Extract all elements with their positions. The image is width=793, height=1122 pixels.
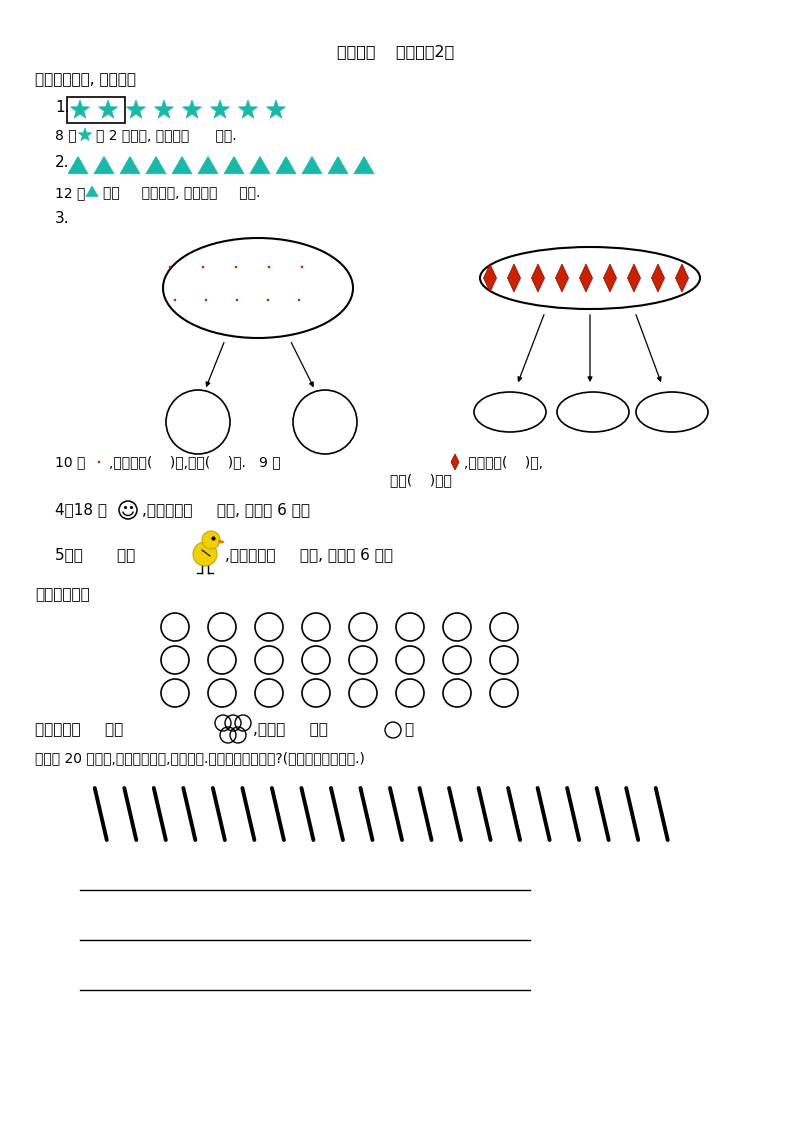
Text: ,平均分成(    )份,每份(    )个.   9 个: ,平均分成( )份,每份( )个. 9 个 [109, 456, 281, 469]
Polygon shape [484, 264, 496, 292]
Polygon shape [451, 454, 459, 470]
Text: 5、（       ）只: 5、（ ）只 [55, 548, 136, 562]
Polygon shape [354, 156, 374, 174]
Text: ,平均分成（     ）份, 每份是 6 个。: ,平均分成（ ）份, 每份是 6 个。 [142, 503, 310, 517]
Polygon shape [172, 156, 192, 174]
Text: 第二课时    平均分（2）: 第二课时 平均分（2） [337, 45, 454, 59]
Text: 二、圈一圈。: 二、圈一圈。 [35, 588, 90, 603]
Text: 每（     ）个一份, 分成了（     ）份.: 每（ ）个一份, 分成了（ ）份. [103, 186, 260, 200]
Polygon shape [302, 156, 322, 174]
Polygon shape [239, 100, 258, 118]
Bar [67, 96, 125, 123]
Text: 每份(    )个。: 每份( )个。 [390, 473, 452, 487]
Polygon shape [224, 156, 244, 174]
Polygon shape [182, 100, 201, 118]
Text: 2.: 2. [55, 155, 70, 169]
Polygon shape [127, 100, 145, 118]
Polygon shape [652, 264, 665, 292]
Polygon shape [627, 264, 641, 292]
Polygon shape [276, 156, 296, 174]
Text: 3.: 3. [55, 211, 70, 226]
Polygon shape [580, 264, 592, 292]
Polygon shape [146, 156, 166, 174]
Polygon shape [210, 100, 229, 118]
Circle shape [193, 542, 217, 565]
Polygon shape [556, 264, 569, 292]
Polygon shape [98, 100, 117, 118]
Polygon shape [79, 128, 92, 140]
Polygon shape [198, 156, 218, 174]
Polygon shape [250, 156, 270, 174]
Polygon shape [603, 264, 616, 292]
Text: 每 2 个一份, 分成了（      ）份.: 每 2 个一份, 分成了（ ）份. [96, 128, 236, 142]
Text: ,平均分成（     ）份, 每份是 6 个。: ,平均分成（ ）份, 每份是 6 个。 [225, 548, 393, 562]
Polygon shape [68, 156, 88, 174]
Polygon shape [508, 264, 520, 292]
Polygon shape [71, 100, 90, 118]
Text: 8 个: 8 个 [55, 128, 77, 142]
Text: ,平均分成(    )份,: ,平均分成( )份, [464, 456, 543, 469]
Text: 三、拿 20 根小棒,每几根分一份,正好分完.有几种不同的分法?(请画出不同的分法.): 三、拿 20 根小棒,每几根分一份,正好分完.有几种不同的分法?(请画出不同的分… [35, 751, 365, 765]
Text: 。: 。 [404, 723, 413, 737]
Polygon shape [94, 156, 114, 174]
Polygon shape [155, 100, 174, 118]
Text: 可以组成（     ）个: 可以组成（ ）个 [35, 723, 123, 737]
Polygon shape [219, 540, 224, 543]
Polygon shape [86, 186, 98, 196]
Polygon shape [266, 100, 285, 118]
Text: 10 个: 10 个 [55, 456, 86, 469]
Polygon shape [328, 156, 348, 174]
Text: ,还剩（     ）个: ,还剩（ ）个 [253, 723, 328, 737]
Polygon shape [531, 264, 545, 292]
Text: 一、先圈一圈, 再填空。: 一、先圈一圈, 再填空。 [35, 73, 136, 88]
Text: 4、18 个: 4、18 个 [55, 503, 107, 517]
Text: 12 个: 12 个 [55, 186, 86, 200]
Polygon shape [120, 156, 140, 174]
Circle shape [202, 531, 220, 549]
Polygon shape [676, 264, 688, 292]
Text: 1.: 1. [55, 100, 70, 114]
